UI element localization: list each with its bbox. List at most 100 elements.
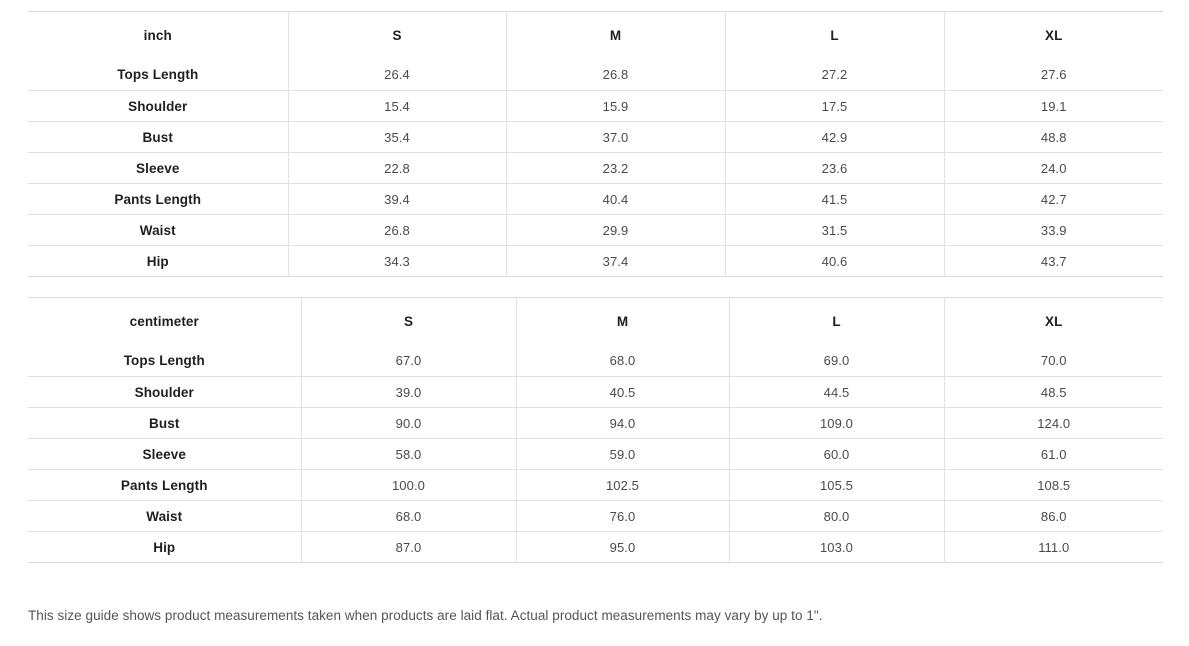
measurement-label: Pants Length <box>28 469 302 501</box>
measurement-value-xl: 70.0 <box>944 345 1163 377</box>
measurement-value-l: 105.5 <box>729 469 945 501</box>
size-chart-inch: inch S M L XL Tops Length 26.4 26.8 27.2… <box>28 11 1163 277</box>
measurement-value-m: 59.0 <box>516 438 730 470</box>
measurement-value-l: 17.5 <box>725 90 945 122</box>
size-chart-centimeter: centimeter S M L XL Tops Length 67.0 68.… <box>28 297 1163 563</box>
measurement-value-m: 26.8 <box>506 59 726 91</box>
measurement-value-l: 60.0 <box>729 438 945 470</box>
measurement-value-xl: 124.0 <box>944 407 1163 439</box>
measurement-value-m: 37.4 <box>506 245 726 277</box>
measurement-value-s: 15.4 <box>288 90 507 122</box>
measurement-value-s: 34.3 <box>288 245 507 277</box>
measurement-value-m: 40.5 <box>516 376 730 408</box>
measurement-label: Shoulder <box>28 90 289 122</box>
measurement-value-m: 15.9 <box>506 90 726 122</box>
measurement-value-l: 27.2 <box>725 59 945 91</box>
measurement-value-xl: 86.0 <box>944 500 1163 532</box>
measurement-value-xl: 48.8 <box>944 121 1163 153</box>
table-row: Hip 34.3 37.4 40.6 43.7 <box>28 245 1163 277</box>
table-row: Waist 26.8 29.9 31.5 33.9 <box>28 214 1163 246</box>
measurement-value-s: 90.0 <box>301 407 517 439</box>
table-row: Bust 90.0 94.0 109.0 124.0 <box>28 407 1163 439</box>
table-row: Pants Length 100.0 102.5 105.5 108.5 <box>28 469 1163 501</box>
measurement-value-xl: 108.5 <box>944 469 1163 501</box>
table-row: Bust 35.4 37.0 42.9 48.8 <box>28 121 1163 153</box>
measurement-value-s: 26.8 <box>288 214 507 246</box>
measurement-value-xl: 24.0 <box>944 152 1163 184</box>
measurement-label: Hip <box>28 531 302 563</box>
measurement-value-s: 58.0 <box>301 438 517 470</box>
measurement-value-l: 44.5 <box>729 376 945 408</box>
measurement-label: Bust <box>28 407 302 439</box>
measurement-value-xl: 111.0 <box>1038 539 1070 555</box>
measurement-value-s: 67.0 <box>301 345 517 377</box>
measurement-label: Waist <box>28 214 289 246</box>
measurement-value-m: 23.2 <box>506 152 726 184</box>
size-header-xl: XL <box>1045 314 1063 330</box>
measurement-value-m: 40.4 <box>506 183 726 215</box>
measurement-label: Sleeve <box>28 152 289 184</box>
table-row: Hip 87.0 95.0 103.0 111.0 <box>28 531 1163 563</box>
size-header-m: M <box>506 11 726 60</box>
size-chart-centimeter-header: centimeter S M L XL <box>28 297 1163 346</box>
measurement-value-xl: 61.0 <box>944 438 1163 470</box>
measurement-value-m: 102.5 <box>516 469 730 501</box>
measurement-value-l: 69.0 <box>729 345 945 377</box>
measurement-value-xl: 33.9 <box>944 214 1163 246</box>
measurement-value-l: 40.6 <box>725 245 945 277</box>
measurement-value-xl: 27.6 <box>944 59 1163 91</box>
measurement-value-s: 68.0 <box>301 500 517 532</box>
measurement-label: Shoulder <box>28 376 302 408</box>
measurement-value-l: 109.0 <box>729 407 945 439</box>
measurement-value-s: 87.0 <box>301 531 517 563</box>
measurement-value-s: 35.4 <box>288 121 507 153</box>
measurement-value-m: 95.0 <box>516 531 730 563</box>
measurement-value-m: 37.0 <box>506 121 726 153</box>
measurement-value-l: 42.9 <box>725 121 945 153</box>
measurement-value-l: 41.5 <box>725 183 945 215</box>
measurement-value-s: 39.4 <box>288 183 507 215</box>
table-row: Shoulder 15.4 15.9 17.5 19.1 <box>28 90 1163 122</box>
measurement-value-l: 31.5 <box>725 214 945 246</box>
measurement-label: Waist <box>28 500 302 532</box>
measurement-value-l: 80.0 <box>729 500 945 532</box>
measurement-value-m: 68.0 <box>516 345 730 377</box>
table-header-row: inch S M L XL <box>28 11 1163 60</box>
size-chart-centimeter-body: Tops Length 67.0 68.0 69.0 70.0 Shoulder… <box>28 345 1163 563</box>
size-header-m: M <box>516 297 730 346</box>
measurement-value-l: 103.0 <box>729 531 945 563</box>
measurement-value-xl: 48.5 <box>944 376 1163 408</box>
measurement-value-m: 29.9 <box>506 214 726 246</box>
size-header-xl: XL <box>1045 28 1063 44</box>
measurement-value-s: 100.0 <box>301 469 517 501</box>
measurement-value-m: 76.0 <box>516 500 730 532</box>
measurement-label: Tops Length <box>28 345 302 377</box>
measurement-value-xl: 43.7 <box>1040 253 1067 269</box>
measurement-value-s: 39.0 <box>301 376 517 408</box>
measurement-value-m: 94.0 <box>516 407 730 439</box>
unit-header-centimeter: centimeter <box>28 297 302 346</box>
measurement-label: Bust <box>28 121 289 153</box>
measurement-label: Sleeve <box>28 438 302 470</box>
size-header-s: S <box>301 297 517 346</box>
measurement-label: Hip <box>28 245 289 277</box>
unit-header-inch: inch <box>28 11 289 60</box>
table-row: Shoulder 39.0 40.5 44.5 48.5 <box>28 376 1163 408</box>
table-row: Tops Length 26.4 26.8 27.2 27.6 <box>28 59 1163 91</box>
size-header-s: S <box>288 11 507 60</box>
measurement-label: Pants Length <box>28 183 289 215</box>
size-header-l: L <box>729 297 945 346</box>
table-row: Pants Length 39.4 40.4 41.5 42.7 <box>28 183 1163 215</box>
measurement-value-s: 22.8 <box>288 152 507 184</box>
table-row: Sleeve 22.8 23.2 23.6 24.0 <box>28 152 1163 184</box>
measurement-value-xl: 42.7 <box>944 183 1163 215</box>
measurement-label: Tops Length <box>28 59 289 91</box>
table-header-row: centimeter S M L XL <box>28 297 1163 346</box>
size-chart-inch-header: inch S M L XL <box>28 11 1163 60</box>
table-row: Waist 68.0 76.0 80.0 86.0 <box>28 500 1163 532</box>
table-row: Sleeve 58.0 59.0 60.0 61.0 <box>28 438 1163 470</box>
measurement-value-s: 26.4 <box>288 59 507 91</box>
measurement-value-l: 23.6 <box>725 152 945 184</box>
measurement-value-xl: 19.1 <box>944 90 1163 122</box>
